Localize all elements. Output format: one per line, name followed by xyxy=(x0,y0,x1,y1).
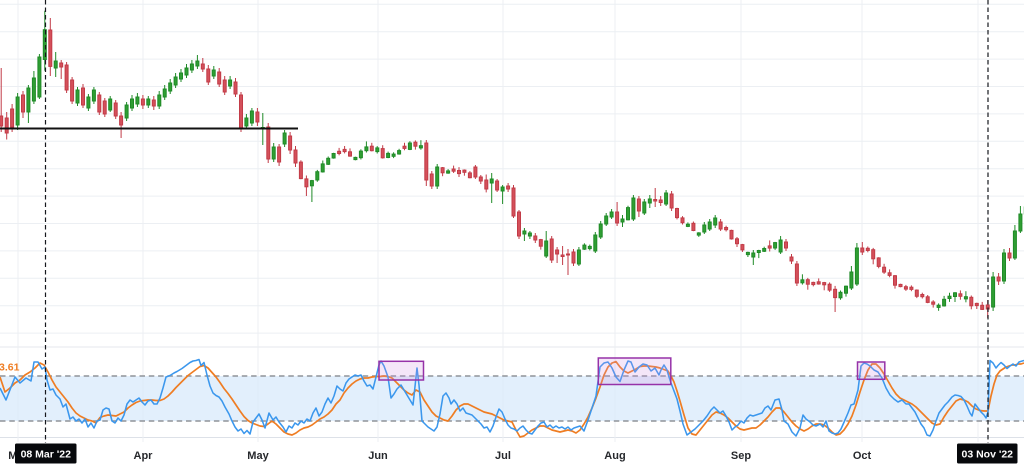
svg-text:Jul: Jul xyxy=(495,450,511,462)
svg-text:03 Nov '22: 03 Nov '22 xyxy=(961,449,1013,461)
svg-text:Oct: Oct xyxy=(853,450,872,462)
svg-text:Jun: Jun xyxy=(368,450,388,462)
svg-text:May: May xyxy=(247,450,269,462)
svg-text:3.61: 3.61 xyxy=(0,362,20,374)
svg-text:08 Mar '22: 08 Mar '22 xyxy=(21,449,72,461)
svg-text:Aug: Aug xyxy=(604,450,625,462)
svg-text:Sep: Sep xyxy=(731,450,751,462)
svg-text:Apr: Apr xyxy=(134,450,154,462)
